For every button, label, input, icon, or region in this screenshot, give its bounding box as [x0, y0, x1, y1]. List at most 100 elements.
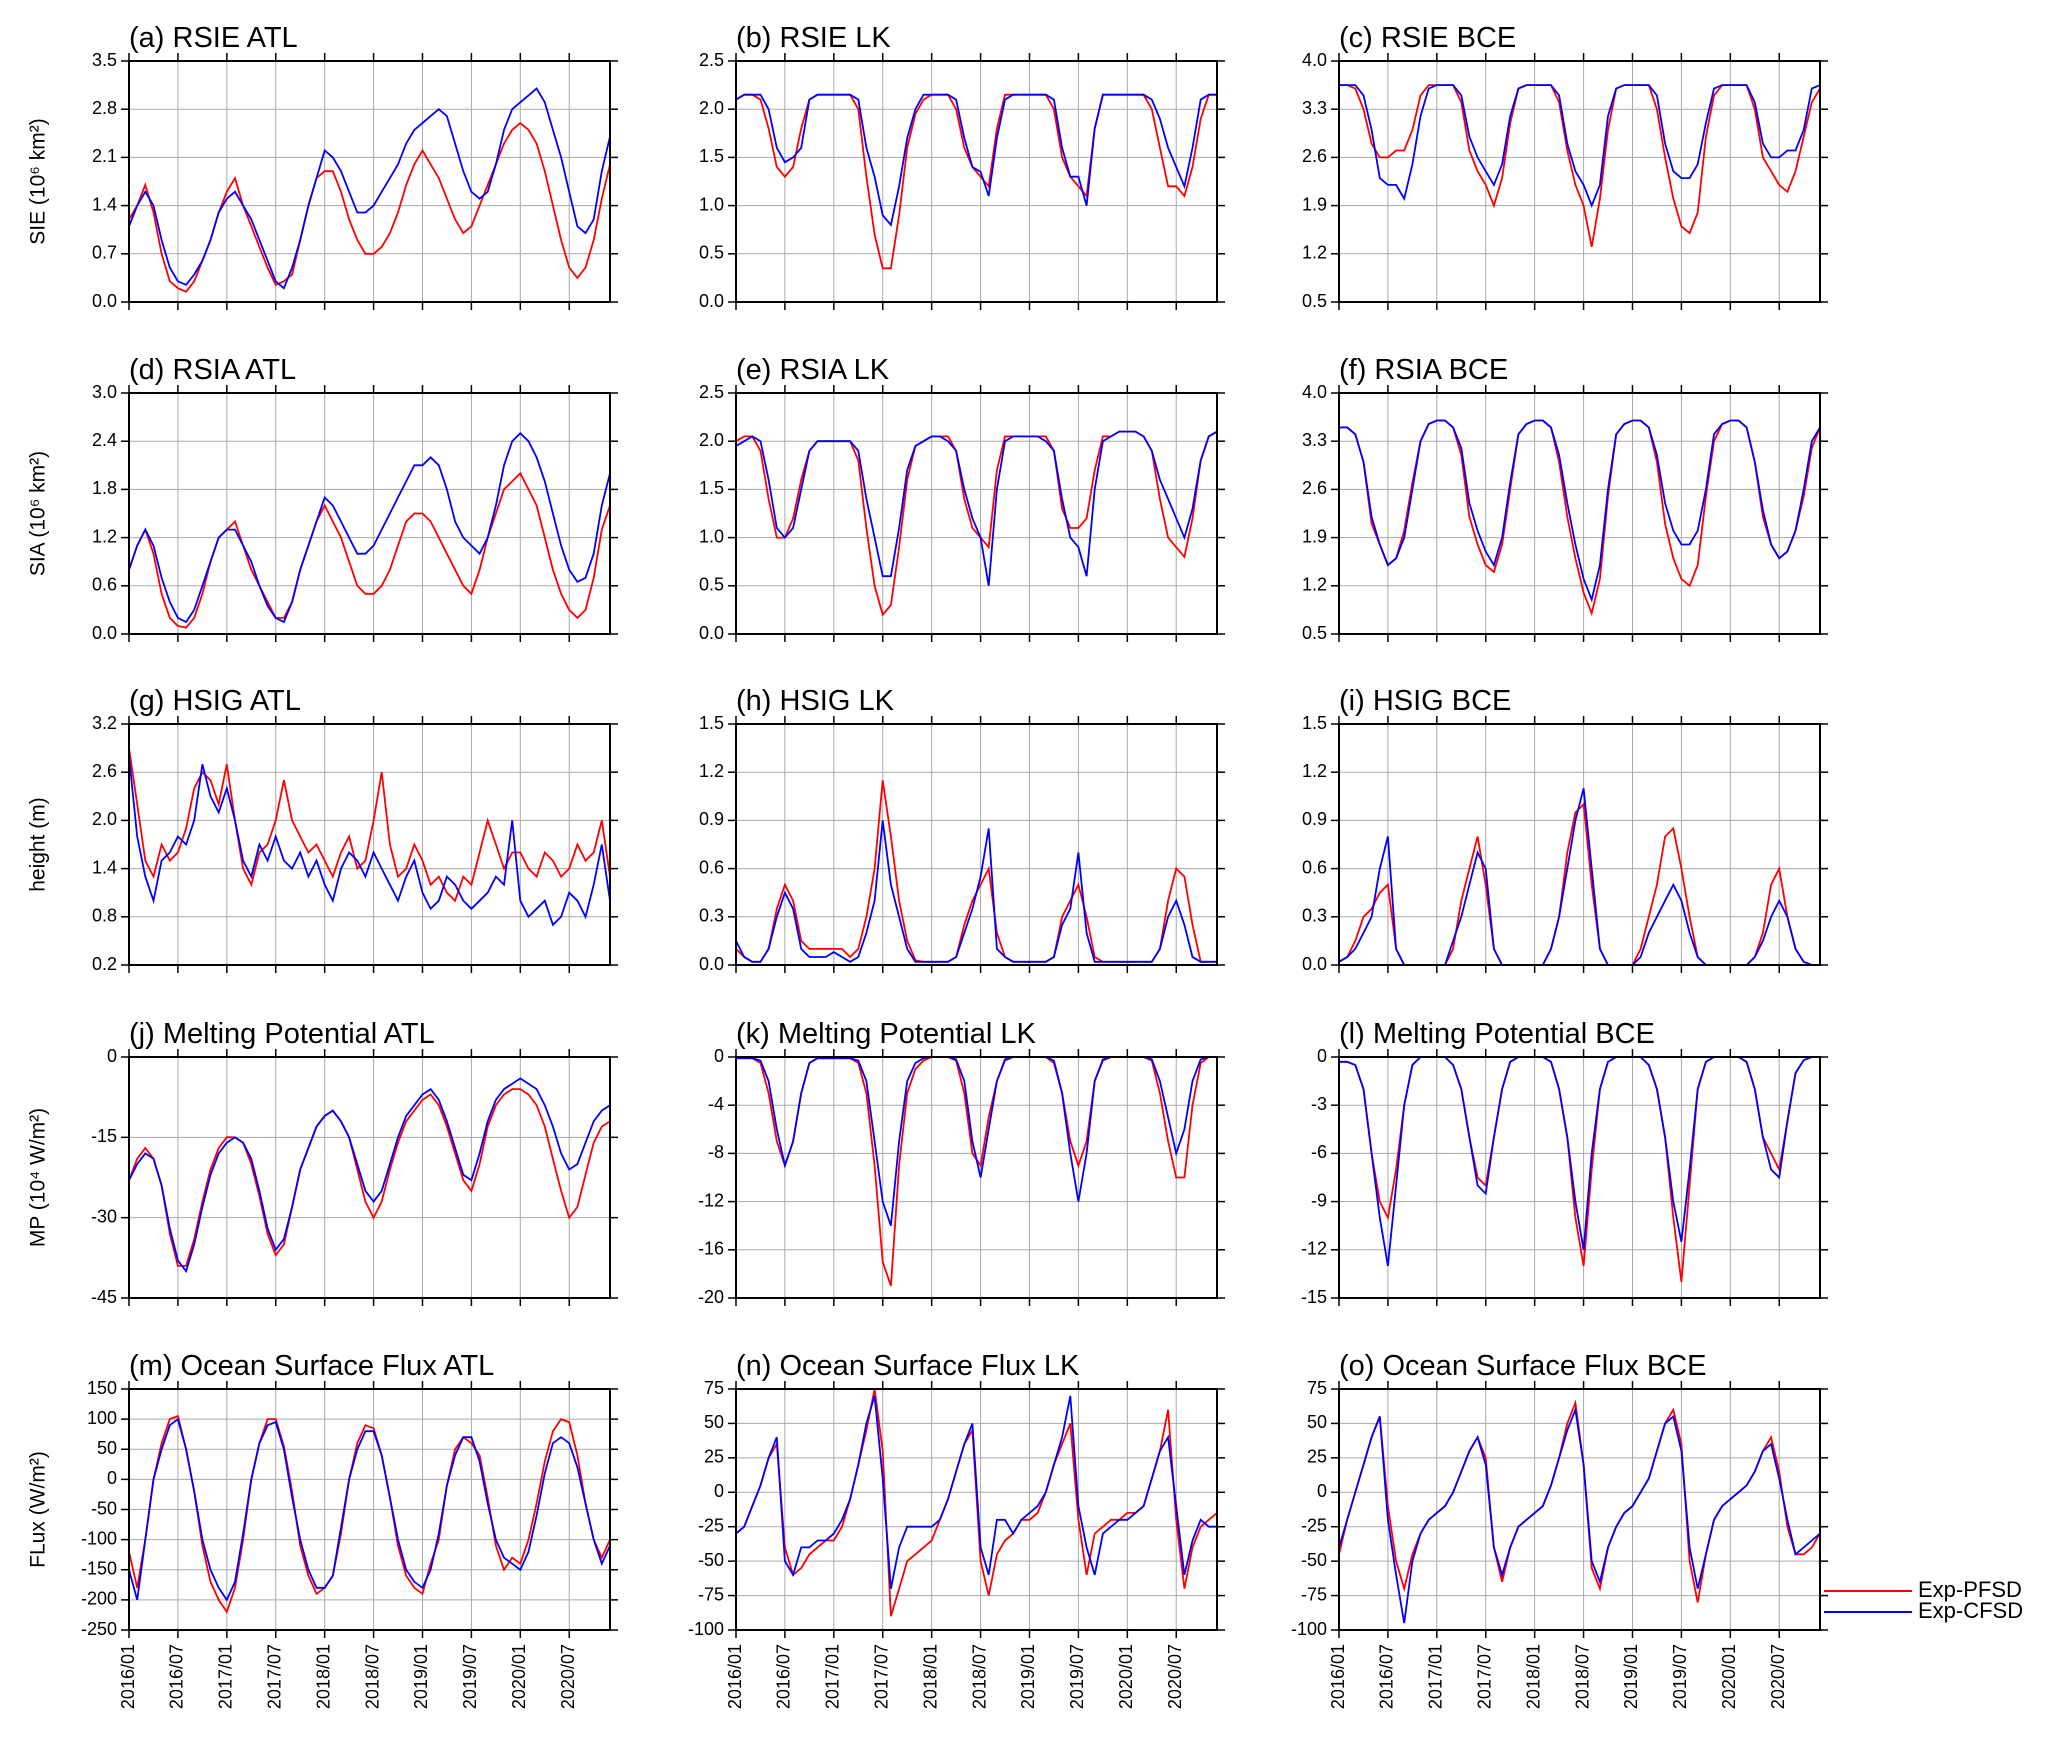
plot-frame	[735, 723, 1218, 966]
panel-title: (k) Melting Potential LK	[736, 1018, 1036, 1050]
x-tick-label: 2016/07	[1377, 1644, 1397, 1709]
series-line	[128, 87, 611, 290]
x-tick-label: 2017/07	[871, 1644, 891, 1709]
x-tick-label: 2017/07	[264, 1644, 284, 1709]
y-tick-label: -12	[1301, 1239, 1327, 1259]
y-tick-label: 4.0	[1302, 50, 1327, 70]
y-tick-label: 0.0	[699, 291, 724, 311]
y-tick-label: 0	[714, 1481, 724, 1501]
y-tick-label: 2.5	[699, 50, 724, 70]
panel-title: (i) HSIG BCE	[1339, 685, 1511, 717]
y-tick-label: 0.0	[699, 623, 724, 643]
y-tick-label: -200	[81, 1589, 117, 1609]
plot-frame	[1338, 60, 1821, 303]
y-tick-label: 1.5	[1302, 713, 1327, 733]
y-tick-label: 2.6	[92, 761, 117, 781]
y-tick-label: 0	[107, 1046, 117, 1066]
x-tick-label: 2019/01	[1018, 1644, 1038, 1709]
y-tick-label: 0.6	[1302, 857, 1327, 877]
y-tick-label: -20	[698, 1287, 724, 1307]
panel-title: (b) RSIE LK	[736, 22, 891, 54]
series-line	[736, 1056, 1217, 1287]
panel-title: (o) Ocean Surface Flux BCE	[1339, 1350, 1706, 1382]
y-tick-label: 0.8	[92, 906, 117, 926]
y-tick-label: 50	[1307, 1412, 1327, 1432]
x-tick-label: 2018/01	[313, 1644, 333, 1709]
y-tick-label: 2.6	[1302, 146, 1327, 166]
plot-frame	[735, 1056, 1218, 1299]
y-tick-label: -15	[91, 1126, 117, 1146]
series-line	[1338, 788, 1820, 966]
y-tick-label: -50	[698, 1550, 724, 1570]
y-tick-label: -4	[708, 1094, 724, 1114]
y-tick-label: 1.5	[699, 713, 724, 733]
series-line	[735, 93, 1217, 227]
y-tick-label: 1.2	[699, 761, 724, 781]
y-tick-label: -25	[698, 1515, 724, 1535]
y-tick-label: 1.2	[1302, 761, 1327, 781]
y-tick-label: 0.5	[699, 243, 724, 263]
series-line	[735, 93, 1217, 270]
x-tick-label: 2019/01	[411, 1644, 431, 1709]
y-tick-label: 1.9	[1302, 526, 1327, 546]
y-tick-label: 1.2	[1302, 243, 1327, 263]
y-tick-label: 3.3	[1302, 98, 1327, 118]
x-tick-label: 2018/01	[1523, 1644, 1543, 1709]
y-tick-label: 0.0	[92, 291, 117, 311]
y-tick-label: 0	[107, 1468, 117, 1488]
y-tick-label: 75	[704, 1378, 724, 1398]
x-tick-label: 2016/07	[167, 1644, 187, 1709]
y-tick-label: -45	[91, 1287, 117, 1307]
x-tick-label: 2020/07	[1165, 1644, 1185, 1709]
y-tick-label: 150	[87, 1378, 117, 1398]
x-tick-label: 2018/07	[1572, 1644, 1592, 1709]
plot-frame	[128, 723, 611, 966]
x-tick-label: 2020/07	[1768, 1644, 1788, 1709]
y-tick-label: 0.9	[1302, 809, 1327, 829]
y-tick-label: -250	[81, 1619, 117, 1639]
y-axis-label: height (m)	[27, 797, 50, 892]
series-line	[128, 1088, 611, 1267]
panel-title: (g) HSIG ATL	[129, 685, 301, 717]
plot-frame	[128, 392, 611, 635]
series-line	[1338, 802, 1820, 966]
panel-title: (e) RSIA LK	[736, 354, 890, 386]
series-line	[128, 747, 611, 903]
legend-label: Exp-CFSD	[1918, 1598, 2023, 1623]
panel-title: (n) Ocean Surface Flux LK	[736, 1350, 1080, 1382]
panel-title: (f) RSIA BCE	[1339, 354, 1508, 386]
legend-label: Exp-PFSD	[1918, 1577, 2022, 1602]
y-tick-label: 0.5	[1302, 623, 1327, 643]
y-tick-label: 1.2	[1302, 575, 1327, 595]
series-line	[1339, 1056, 1820, 1283]
y-tick-label: 2.8	[92, 98, 117, 118]
x-tick-label: 2016/01	[1328, 1644, 1348, 1709]
x-tick-label: 2017/01	[216, 1644, 236, 1709]
y-tick-label: 0.0	[699, 954, 724, 974]
y-tick-label: 0.6	[92, 575, 117, 595]
x-tick-label: 2016/01	[118, 1644, 138, 1709]
x-tick-label: 2018/01	[920, 1644, 940, 1709]
y-tick-label: 2.1	[92, 146, 117, 166]
plot-frame	[1338, 1388, 1821, 1631]
series-line	[128, 1414, 611, 1614]
plot-frame	[1338, 392, 1821, 635]
series-line	[128, 1417, 611, 1602]
series-line	[735, 1395, 1217, 1589]
plot-frame	[735, 60, 1218, 303]
y-tick-label: 50	[97, 1438, 117, 1458]
y-tick-label: 0.0	[92, 623, 117, 643]
panel-title: (a) RSIE ATL	[129, 22, 298, 54]
y-tick-label: 2.0	[699, 98, 724, 118]
y-tick-label: 1.0	[699, 526, 724, 546]
y-tick-label: -100	[688, 1619, 724, 1639]
y-tick-label: 0.2	[92, 954, 117, 974]
series-line	[128, 121, 611, 293]
y-tick-label: 4.0	[1302, 382, 1327, 402]
series-line	[735, 820, 1217, 963]
y-tick-label: 0.9	[699, 809, 724, 829]
y-tick-label: 0	[1317, 1046, 1327, 1066]
y-tick-label: 25	[1307, 1447, 1327, 1467]
y-tick-label: 1.2	[92, 526, 117, 546]
